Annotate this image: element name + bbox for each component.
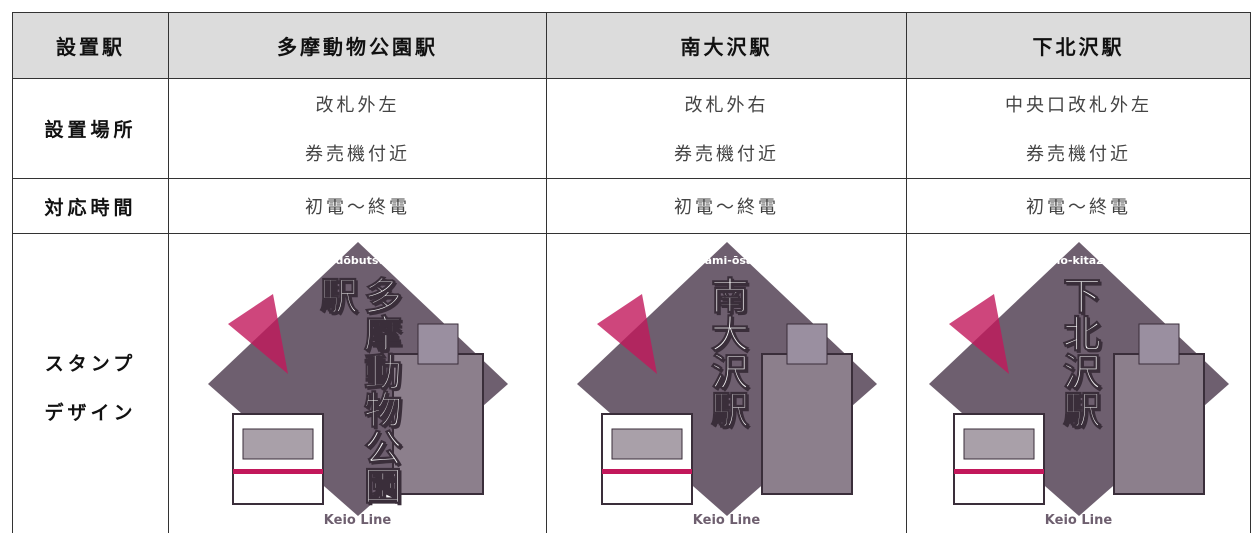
table-cell: Shimo-kitazawa 下北沢駅 Keio Line (906, 233, 1251, 533)
table-cell: 対応時間 (12, 178, 168, 233)
table-cell: 改札外左 券売機付近 (168, 78, 546, 178)
stamp-romaji: Tama-dōbutsukōen (298, 254, 417, 267)
cell-text: 券売機付近 (1026, 144, 1131, 166)
stamp-art (576, 242, 877, 516)
stamp-name: 多摩動物公園駅 (313, 276, 402, 505)
stamp-name: 南大沢駅 (704, 276, 749, 429)
stamp-image: Tama-dōbutsukōen 多摩動物公園駅 Keio Line (193, 234, 523, 530)
table-cell: 初電～終電 (168, 178, 546, 233)
stamp-art (207, 242, 508, 516)
stamp-romaji: Shimo-kitazawa (1029, 254, 1128, 267)
cell-text: 初電～終電 (305, 197, 410, 218)
cell-text: 改札外右 (684, 94, 769, 116)
stamp-line: Keio Line (1044, 513, 1113, 528)
table-cell: 設置駅 (12, 12, 168, 78)
header-text: 下北沢駅 (1032, 35, 1125, 59)
row-label: 対応時間 (44, 196, 137, 219)
cell-text: 券売機付近 (674, 144, 779, 166)
table-cell: 多摩動物公園駅 (168, 12, 546, 78)
header-text: 南大沢駅 (680, 35, 773, 59)
row-label: 設置場所 (44, 119, 137, 141)
stamp-line: Keio Line (323, 513, 392, 528)
cell-text: 初電～終電 (1026, 197, 1131, 218)
table-cell: 中央口改札外左 券売機付近 (906, 78, 1251, 178)
table-cell: 下北沢駅 (906, 12, 1251, 78)
table-cell: Tama-dōbutsukōen 多摩動物公園駅 Keio Line (168, 233, 546, 533)
cell-text: 初電～終電 (674, 197, 779, 218)
stamp-image: Minami-ōsawa 南大沢駅 Keio Line (562, 234, 892, 530)
row-label: スタンプ (44, 353, 137, 375)
cell-text: 改札外左 (315, 94, 400, 116)
cell-text: 中央口改札外左 (1005, 94, 1152, 116)
stamp-line: Keio Line (692, 513, 761, 528)
table-cell: 改札外右 券売機付近 (546, 78, 906, 178)
stamp-romaji: Minami-ōsawa (682, 254, 771, 267)
stamp-art (928, 242, 1229, 516)
header-text: 設置駅 (56, 35, 125, 59)
stamp-name: 下北沢駅 (1056, 276, 1101, 429)
table-cell: 設置場所 (12, 78, 168, 178)
cell-text: 券売機付近 (305, 144, 410, 166)
table-cell: 初電～終電 (546, 178, 906, 233)
table-cell: 南大沢駅 (546, 12, 906, 78)
table-cell: 初電～終電 (906, 178, 1251, 233)
stamp-image: Shimo-kitazawa 下北沢駅 Keio Line (914, 234, 1244, 530)
table-cell: スタンプ デザイン (12, 233, 168, 533)
header-text: 多摩動物公園駅 (277, 35, 438, 59)
table-cell: Minami-ōsawa 南大沢駅 Keio Line (546, 233, 906, 533)
row-label: デザイン (44, 402, 137, 424)
